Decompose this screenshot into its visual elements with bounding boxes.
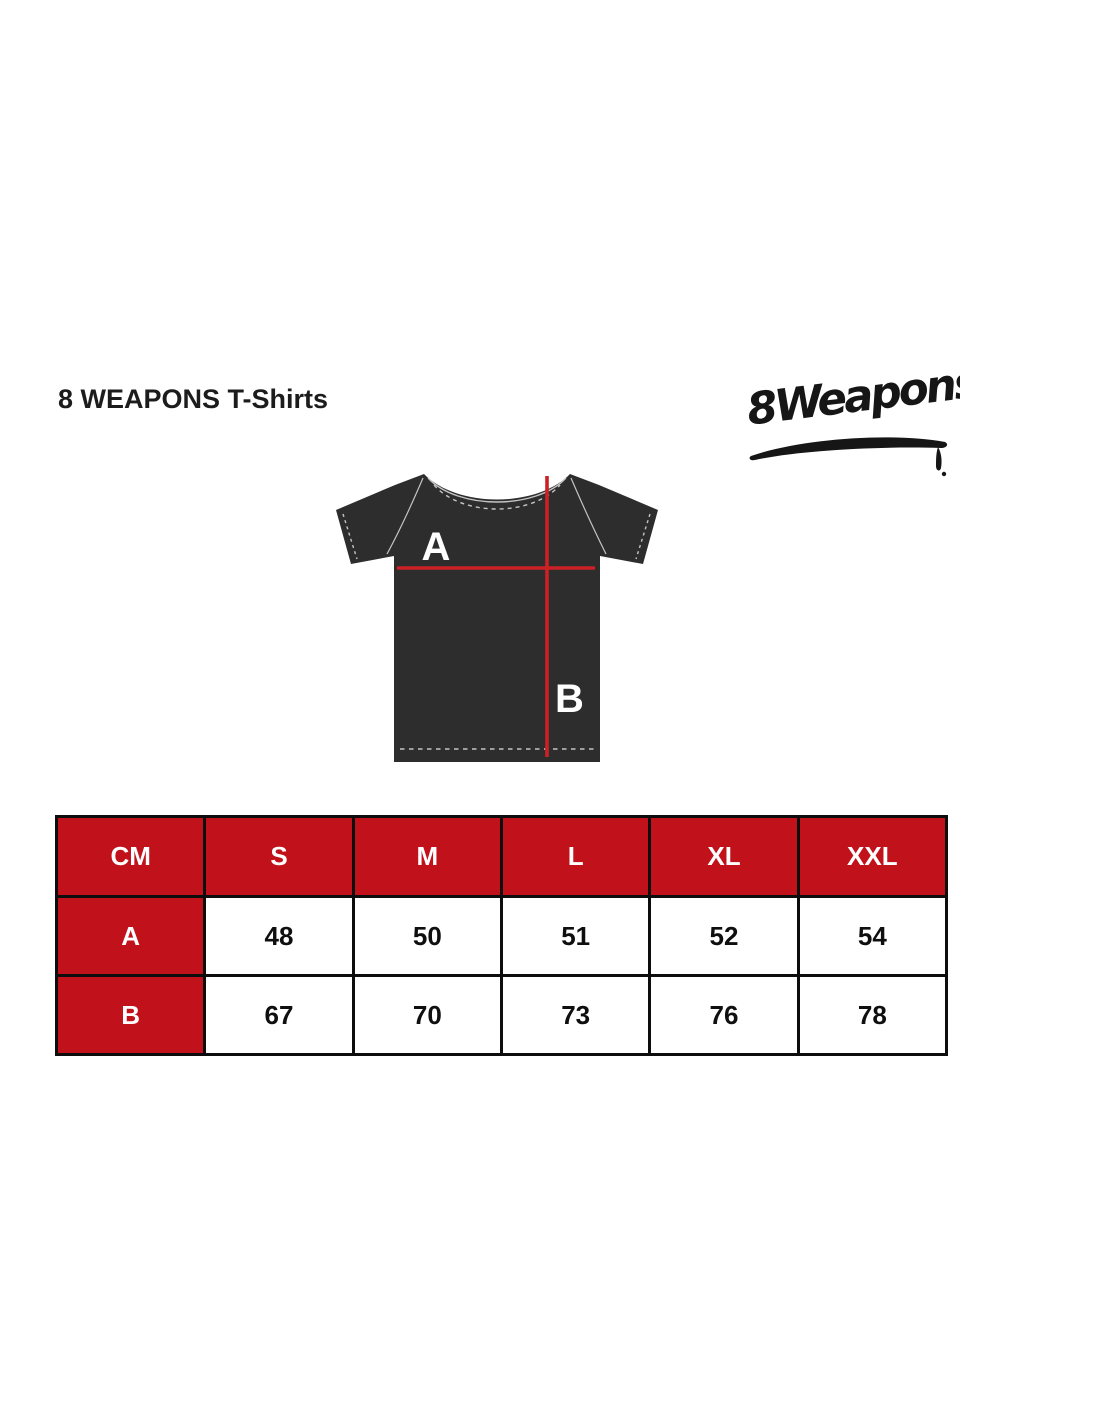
right-shoulder-seam-line: [570, 477, 607, 555]
value-a-m: 50: [351, 895, 503, 977]
header-cell-l: L: [499, 815, 652, 898]
size-table-header-row: CM S M L XL XXL: [54, 815, 949, 898]
size-table-container: CM S M L XL XXL A 48 50 51 52 54 B: [54, 815, 949, 1056]
value-b-l: 73: [499, 974, 652, 1056]
size-table-row-b: B 67 70 73 76 78: [54, 974, 949, 1056]
measure-label-b: B: [555, 677, 584, 721]
tshirt-silhouette: [336, 474, 658, 762]
left-cuff-stitch-dashed-line: [342, 513, 358, 560]
size-table-row-a: A 48 50 51 52 54: [54, 895, 949, 977]
collar-line: [427, 477, 567, 503]
value-a-xxl: 54: [796, 895, 949, 977]
brand-logo: 8Weapons: [745, 358, 960, 477]
tshirt-measurement-diagram: A B: [336, 474, 658, 762]
header-cell-s: S: [203, 815, 355, 898]
value-a-xl: 52: [648, 895, 800, 977]
brand-logo-text: 8Weapons: [745, 358, 960, 436]
page-title: 8 WEAPONS T-Shirts: [58, 384, 329, 414]
value-b-xxl: 78: [796, 974, 949, 1056]
header-cell-m: M: [351, 815, 503, 898]
brand-logo-drip: [936, 447, 942, 471]
value-a-s: 48: [203, 895, 355, 977]
left-shoulder-seam-line: [386, 477, 424, 555]
header-cell-xl: XL: [648, 815, 800, 898]
brand-logo-drip-dot: [941, 471, 947, 477]
measure-label-a: A: [422, 525, 451, 569]
row-label-a: A: [54, 895, 207, 977]
value-b-s: 67: [203, 974, 355, 1056]
brand-logo-lettering: 8Weapons: [745, 358, 960, 436]
value-a-l: 51: [499, 895, 652, 977]
right-cuff-stitch-dashed-line: [635, 513, 651, 560]
brand-logo-swoosh: [749, 437, 948, 461]
row-label-b: B: [54, 974, 207, 1056]
size-table: CM S M L XL XXL A 48 50 51 52 54 B: [54, 815, 949, 1056]
header-cell-cm: CM: [54, 815, 207, 898]
value-b-m: 70: [351, 974, 503, 1056]
header-cell-xxl: XXL: [796, 815, 949, 898]
value-b-xl: 76: [648, 974, 800, 1056]
